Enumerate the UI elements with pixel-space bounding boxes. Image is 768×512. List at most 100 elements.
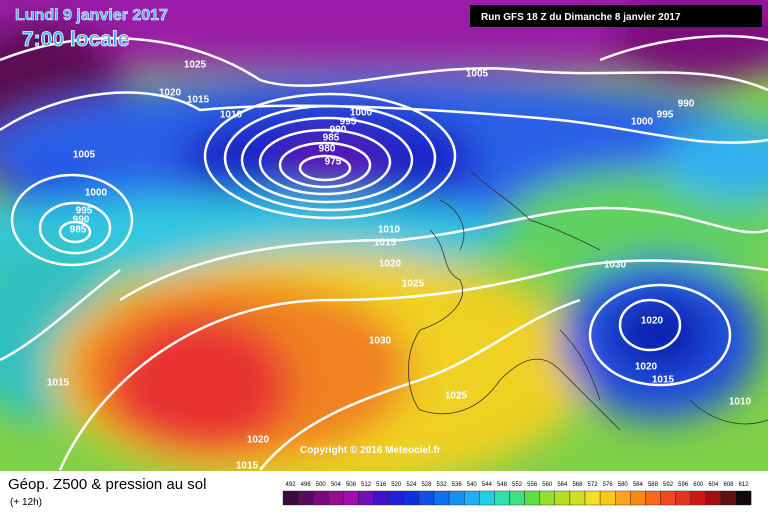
isobar-label: 1020	[641, 316, 664, 327]
scale-cell	[615, 490, 631, 506]
isobar-label: 975	[325, 157, 342, 168]
scale-label: 596	[678, 482, 689, 488]
isobar-label: 990	[330, 125, 347, 136]
scale-label: 568	[572, 482, 583, 488]
run-box	[470, 5, 762, 27]
scale-label: 608	[723, 482, 734, 488]
scale-cell	[313, 490, 329, 506]
scale-label: 528	[421, 482, 432, 488]
scale-cell	[448, 490, 465, 506]
isobar-label: 1015	[652, 375, 675, 386]
isobar-label: 990	[73, 215, 90, 226]
scale-label: 576	[603, 482, 614, 488]
scale-label: 600	[693, 482, 704, 488]
isobar-label: 1000	[85, 188, 108, 199]
scale-cell	[509, 490, 525, 506]
scale-label: 504	[331, 482, 342, 488]
scale-label: 496	[301, 482, 312, 488]
copyright: Copyright © 2016 Meteociel.fr	[300, 445, 441, 456]
scale-cell	[418, 490, 435, 506]
isobar-label: 1000	[350, 108, 373, 119]
isobar-label: 1020	[159, 88, 182, 99]
scale-cell	[554, 490, 571, 506]
isobar-label: 990	[678, 99, 695, 110]
isobar-label: 1015	[187, 95, 210, 106]
color-scale: 492 496 500 504 508 512 516 520 524 528 532 536 540 5…	[282, 482, 752, 506]
run-info: Run GFS 18 Z du Dimanche 8 janvier 2017	[481, 12, 681, 23]
scale-label: 500	[316, 482, 327, 488]
isobar-label: 1030	[604, 260, 627, 271]
scale-cell	[660, 490, 676, 506]
scale-cell	[343, 490, 359, 506]
scale-cell	[720, 490, 737, 506]
isobar-label: 1005	[466, 69, 489, 80]
isobar-label: 1010	[378, 225, 401, 236]
scale-cell	[675, 490, 691, 506]
isobar-label: 980	[319, 144, 336, 155]
scale-label: 544	[482, 482, 493, 488]
isobar-label: 995	[340, 117, 357, 128]
scale-cell	[690, 490, 707, 506]
isobar-label: 1015	[374, 238, 397, 249]
isobar-label: 1020	[247, 435, 270, 446]
isobar-label: 1020	[635, 362, 658, 373]
scale-label: 556	[527, 482, 538, 488]
scale-cell	[403, 490, 420, 506]
scale-label: 532	[437, 482, 448, 488]
isobar-label: 1005	[73, 150, 96, 161]
isobar-label: 1000	[631, 117, 654, 128]
scale-cell	[584, 490, 601, 506]
scale-cell	[388, 490, 405, 506]
scale-cell	[630, 490, 646, 506]
scale-label: 588	[648, 482, 659, 488]
scale-cell	[599, 490, 616, 506]
scale-label: 584	[633, 482, 644, 488]
isobar-label: 1025	[402, 279, 425, 290]
scale-label: 540	[467, 482, 478, 488]
scale-cell	[569, 490, 586, 506]
scale-cell	[524, 490, 540, 506]
scale-label: 580	[618, 482, 629, 488]
scale-cell	[705, 490, 722, 506]
scale-cell	[464, 490, 480, 506]
coastlines	[408, 169, 768, 431]
scale-label: 520	[391, 482, 402, 488]
scale-label: 492	[286, 482, 297, 488]
isobars	[0, 34, 768, 471]
isobar-label: 1010	[220, 110, 243, 121]
scale-label: 560	[542, 482, 553, 488]
scale-label: 564	[557, 482, 568, 488]
scale-label: 612	[739, 482, 750, 488]
scale-cell	[358, 490, 374, 506]
footer-title: Géop. Z500 & pression au sol	[8, 476, 206, 493]
scale-label: 516	[376, 482, 387, 488]
scale-cell	[645, 490, 661, 506]
isobar-label: 1015	[236, 461, 259, 472]
scale-cell	[328, 490, 344, 506]
scale-cell	[433, 490, 450, 506]
isobar-label: 1010	[729, 397, 752, 408]
scale-cell	[494, 490, 510, 506]
map-date: Lundi 9 janvier 2017	[15, 7, 168, 24]
scale-label: 508	[346, 482, 357, 488]
scale-cell	[479, 490, 495, 506]
isobar-label: 1015	[47, 378, 70, 389]
scale-cell	[373, 490, 389, 506]
isobar-labels: 1025102010151010100510009959909859809751…	[47, 60, 752, 472]
scale-label: 512	[361, 482, 372, 488]
map-time: 7:00 locale	[22, 28, 129, 51]
scale-label: 548	[497, 482, 508, 488]
scale-cell	[735, 490, 752, 506]
scale-label: 572	[588, 482, 599, 488]
scale-label: 552	[512, 482, 523, 488]
isobar-label: 995	[657, 110, 674, 121]
scale-label: 592	[663, 482, 674, 488]
scale-label: 524	[406, 482, 417, 488]
scale-label: 536	[452, 482, 463, 488]
scale-label: 604	[708, 482, 719, 488]
isobar-label: 1020	[379, 259, 402, 270]
isobar-label: 995	[76, 206, 93, 217]
isobar-label: 1030	[369, 336, 392, 347]
scale-cell	[282, 490, 299, 506]
